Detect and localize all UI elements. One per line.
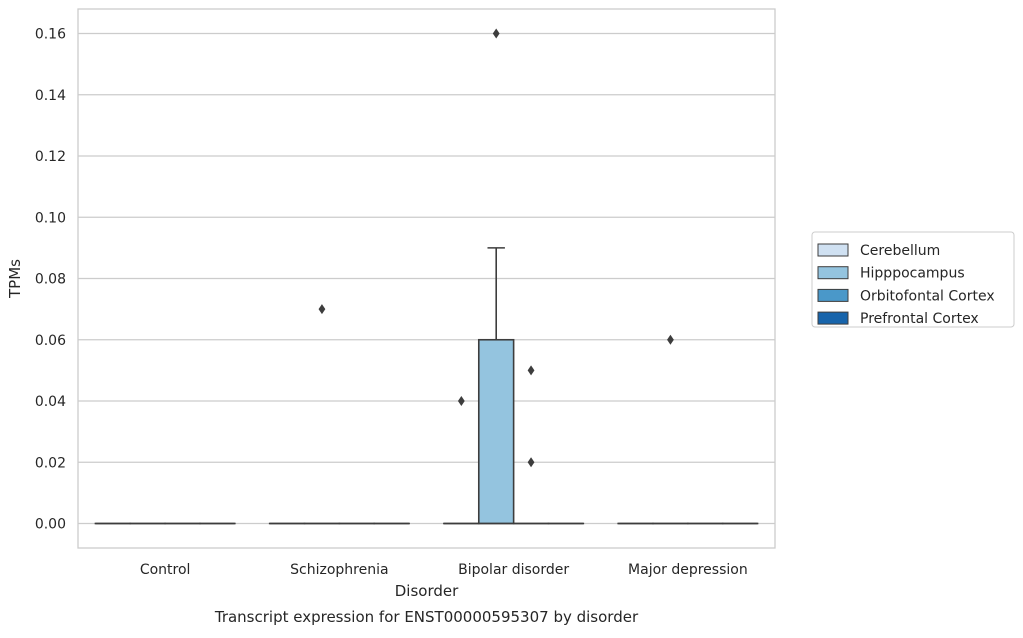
- y-tick-label: 0.10: [35, 210, 66, 226]
- grid-lines: [78, 34, 775, 524]
- box-hipppocampus: [479, 29, 514, 524]
- legend-label: Hipppocampus: [860, 266, 965, 282]
- legend-swatch: [818, 312, 848, 324]
- y-tick-label: 0.14: [35, 88, 66, 104]
- outlier-point: [458, 396, 465, 406]
- y-tick-label: 0.16: [35, 27, 66, 43]
- x-axis-label: Disorder: [395, 582, 459, 600]
- legend-swatch: [818, 267, 848, 279]
- box-series: [95, 29, 757, 524]
- x-axis-ticks: Control Schizophrenia Bipolar disorder Majo…: [140, 562, 748, 578]
- outlier-point: [528, 457, 535, 467]
- y-tick-label: 0.06: [35, 333, 66, 349]
- y-tick-label: 0.02: [35, 455, 66, 471]
- legend-label: Orbitofontal Cortex: [860, 288, 995, 304]
- y-tick-label: 0.12: [35, 149, 66, 165]
- box-cerebellum: [444, 396, 479, 524]
- x-tick-label: Bipolar disorder: [458, 562, 569, 578]
- y-tick-label: 0.04: [35, 394, 66, 410]
- box-hipppocampus: [305, 304, 340, 523]
- outlier-point: [528, 365, 535, 375]
- y-axis-label: TPMs: [6, 259, 24, 299]
- legend-swatch: [818, 244, 848, 256]
- x-tick-label: Schizophrenia: [290, 562, 388, 578]
- x-tick-label: Control: [140, 562, 191, 578]
- outlier-point: [493, 29, 500, 39]
- box-hipppocampus: [653, 335, 688, 524]
- x-tick-label: Major depression: [628, 562, 748, 578]
- box-body: [479, 340, 514, 524]
- outlier-point: [667, 335, 674, 345]
- y-axis-ticks: 0.00 0.02 0.04 0.06 0.08 0.10 0.12 0.14 0.16: [35, 27, 66, 533]
- legend-label: Prefrontal Cortex: [860, 311, 979, 327]
- outlier-point: [319, 304, 326, 314]
- legend-swatch: [818, 289, 848, 301]
- legend: Cerebellum Hipppocampus Orbitofontal Corte…: [812, 232, 1014, 327]
- y-tick-label: 0.00: [35, 517, 66, 533]
- chart-caption: Transcript expression for ENST0000059530…: [214, 608, 639, 626]
- y-tick-label: 0.08: [35, 272, 66, 288]
- box-orbitofontal-cortex: [514, 365, 549, 523]
- legend-label: Cerebellum: [860, 243, 940, 259]
